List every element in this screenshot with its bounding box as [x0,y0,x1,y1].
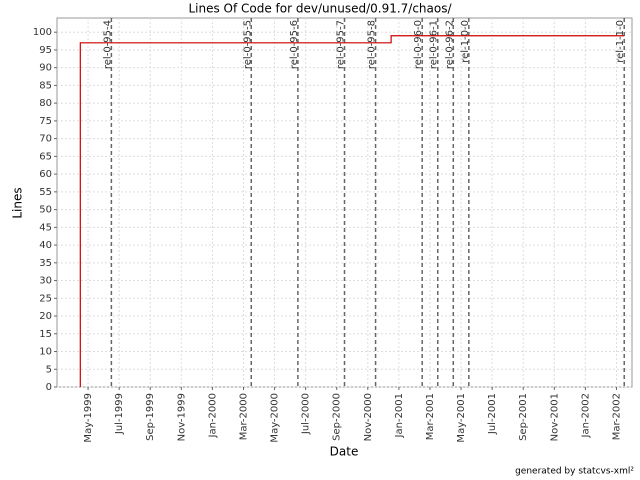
x-tick-label: Jul-2001 [487,393,498,435]
x-tick-label: Jul-1999 [114,393,125,435]
x-tick-label: Mar-2002 [611,393,622,440]
y-tick-label: 40 [39,240,52,251]
footer: generated by statcvs-xml² [515,467,634,477]
x-tick-label: Jan-2001 [394,393,405,438]
release-label: rel-0-95-4 [102,20,113,69]
release-label: rel-0-95-5 [242,20,253,69]
release-label: rel-0-95-8 [367,20,378,69]
data-line [79,35,625,387]
x-tick-label: Nov-1999 [176,393,187,441]
y-tick-label: 70 [39,134,52,145]
y-tick-label: 20 [39,311,52,322]
release-label: rel-0-96-1 [429,20,440,69]
x-tick-label: Jul-2000 [301,393,312,435]
y-axis-label: Lines [11,187,25,218]
y-tick-label: 85 [39,80,52,91]
x-tick-label: May-2000 [270,393,281,443]
release-label: rel-0-95-6 [289,20,300,69]
y-tick-label: 75 [39,116,52,127]
y-tick-label: 100 [33,27,52,38]
y-tick-label: 15 [39,329,52,340]
release-label: rel-1-1-0 [615,20,626,63]
y-tick-label: 95 [39,45,52,56]
y-tick-label: 10 [39,347,52,358]
y-tick-label: 55 [39,187,52,198]
y-tick-label: 80 [39,98,52,109]
y-tick-label: 35 [39,258,52,269]
y-tick-label: 30 [39,276,52,287]
y-tick-label: 60 [39,169,52,180]
x-tick-label: Mar-2001 [425,393,436,440]
x-tick-label: May-1999 [83,393,94,443]
x-tick-label: Nov-2000 [363,393,374,441]
x-tick-label: Nov-2001 [549,393,560,441]
x-tick-label: Jan-2000 [207,393,218,438]
x-axis-label: Date [330,445,359,459]
x-tick-label: Sep-2000 [332,393,343,441]
y-tick-label: 65 [39,151,52,162]
y-tick-label: 90 [39,63,52,74]
release-label: rel-0-95-7 [336,20,347,69]
release-label: rel-1-0-0 [460,20,471,63]
chart-title: Lines Of Code for dev/unused/0.91.7/chao… [188,2,452,16]
x-tick-label: Mar-2000 [238,393,249,440]
x-tick-label: Sep-2001 [518,393,529,441]
release-label: rel-0-96-0 [413,20,424,69]
y-tick-label: 5 [46,364,52,375]
x-tick-label: Jan-2002 [580,393,591,438]
y-tick-label: 25 [39,293,52,304]
x-tick-label: May-2001 [456,393,467,443]
x-tick-label: Sep-1999 [145,393,156,441]
release-label: rel-0-96-2 [444,20,455,69]
y-tick-label: 0 [46,382,52,393]
y-tick-label: 50 [39,205,52,216]
y-tick-label: 45 [39,222,52,233]
